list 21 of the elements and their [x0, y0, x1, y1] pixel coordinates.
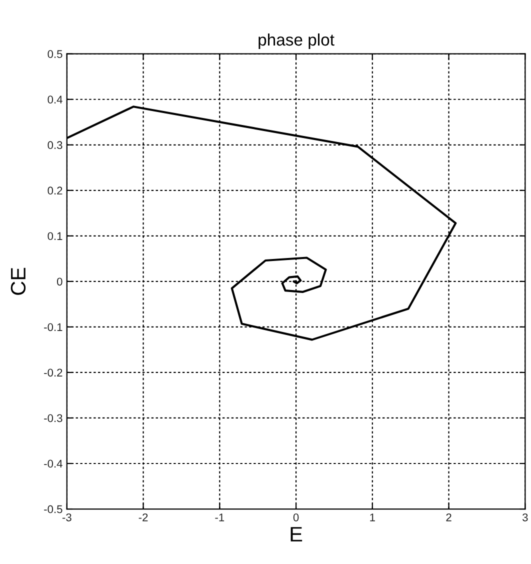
y-axis-title: CE	[10, 268, 26, 295]
y-tick-label: -0.3	[44, 414, 62, 422]
y-tick-label: -0.2	[44, 368, 62, 377]
y-tick-label: -0.1	[44, 323, 62, 332]
x-tick-label: 3	[522, 513, 528, 522]
x-tick-label: -2	[138, 513, 148, 522]
y-tick-label: -0.5	[44, 505, 62, 514]
x-tick-label: -3	[62, 513, 72, 522]
x-axis-title: E	[290, 527, 302, 542]
x-tick-label: 0	[293, 513, 299, 522]
y-tick-label: 0.2	[48, 186, 62, 195]
chart-title: phase plot	[258, 33, 334, 49]
y-tick-label: 0.1	[48, 232, 62, 240]
x-tick-label: 1	[370, 514, 375, 522]
y-tick-label: 0.3	[48, 141, 62, 150]
y-tick-label: 0.5	[48, 50, 62, 58]
x-tick-label: -1	[215, 514, 224, 522]
y-tick-label: 0	[56, 278, 62, 286]
y-tick-label: 0.4	[48, 96, 62, 104]
y-tick-label: -0.4	[44, 460, 62, 468]
x-tick-label: 2	[446, 513, 452, 522]
